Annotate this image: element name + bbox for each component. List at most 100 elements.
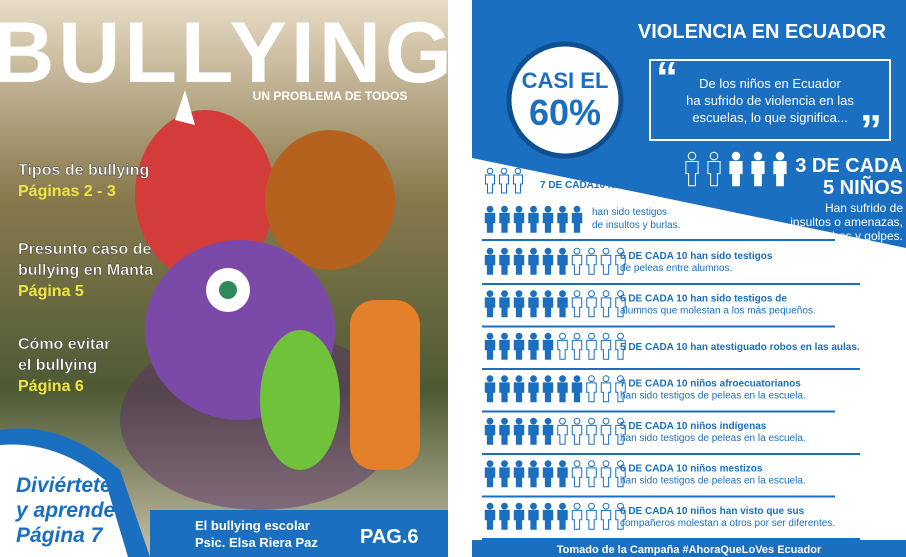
figure-head xyxy=(516,248,522,254)
row-text: 6 DE CADA 10 niños han visto que sus xyxy=(620,506,805,517)
highlight-heading: 3 DE CADA xyxy=(795,155,903,177)
figure-head xyxy=(545,248,551,254)
figure-head xyxy=(560,376,566,382)
row-text: han sido testigos xyxy=(592,207,667,218)
figure-head xyxy=(502,418,508,424)
highlight-text: insultos o amenazas, xyxy=(790,215,903,229)
figure-head xyxy=(502,333,508,339)
figure-head xyxy=(487,376,493,382)
figure-head xyxy=(560,206,566,212)
figure-head xyxy=(516,333,522,339)
figure-head xyxy=(487,418,493,424)
figure-head xyxy=(545,503,551,509)
figure-head xyxy=(531,333,537,339)
info-title: VIOLENCIA EN ECUADOR xyxy=(638,21,887,43)
badge-line: CASI EL xyxy=(522,68,609,93)
figure-head xyxy=(516,461,522,467)
figure-head xyxy=(732,152,740,160)
cover: BULLYING UN PROBLEMA DE TODOS Tipos de b… xyxy=(0,0,456,557)
figure-head xyxy=(516,418,522,424)
row-text: compañeros molestan a otros por ser dife… xyxy=(620,518,835,529)
figure-head xyxy=(545,291,551,297)
row-text: han sido testigos de peleas en la escuel… xyxy=(620,433,806,444)
figure-head xyxy=(487,206,493,212)
orange-monster xyxy=(350,300,420,470)
figure-head xyxy=(502,376,508,382)
figure-head xyxy=(560,503,566,509)
figure-head xyxy=(487,291,493,297)
brown-monster xyxy=(265,130,395,270)
figure-head xyxy=(776,152,784,160)
figure-head xyxy=(502,503,508,509)
item-page: Páginas 2 - 3 xyxy=(18,183,116,200)
row-text: de peleas entre alumnos. xyxy=(620,263,732,274)
quote-line: De los niños en Ecuador xyxy=(699,76,841,91)
figure-head xyxy=(545,376,551,382)
figure-head xyxy=(516,503,522,509)
highlight-text: Han sufrido de xyxy=(825,201,903,215)
pupil xyxy=(219,281,237,299)
figure-head xyxy=(545,418,551,424)
figure-head xyxy=(545,333,551,339)
figure-head xyxy=(531,461,537,467)
figure-head xyxy=(574,376,580,382)
item-title: bullying en Manta xyxy=(18,262,153,279)
highlight-heading: 5 NIÑOS xyxy=(823,176,903,199)
item-title: Presunto caso de xyxy=(18,241,151,258)
figure-head xyxy=(531,503,537,509)
cover-title: BULLYING xyxy=(0,5,456,101)
figure-head xyxy=(545,206,551,212)
quote-mark: “ xyxy=(656,53,678,102)
figure-head xyxy=(516,206,522,212)
quote-line: escuelas, lo que significa... xyxy=(692,110,847,125)
quote-line: ha sufrido de violencia en las xyxy=(686,93,854,108)
item-title: Tipos de bullying xyxy=(18,162,149,179)
row-text: 7 DE CADA10 NIÑOS xyxy=(540,178,640,191)
feature-line: Psic. Elsa Riera Paz xyxy=(195,535,318,550)
infographic: VIOLENCIA EN ECUADOR CASI EL 60% “ ” De … xyxy=(472,0,906,557)
row-text: de insultos y burlas. xyxy=(592,220,680,231)
figure-head xyxy=(531,418,537,424)
feature-page: PAG.6 xyxy=(360,526,419,548)
quote: De los niños en Ecuador ha sufrido de vio… xyxy=(686,76,854,125)
source: Tomado de la Campaña #AhoraQueLoVes Ecua… xyxy=(557,544,822,556)
figure-head xyxy=(754,152,762,160)
figure-head xyxy=(531,376,537,382)
row-text: 6 DE CADA 10 han sido testigos de xyxy=(620,294,787,305)
cover-subtitle: UN PROBLEMA DE TODOS xyxy=(253,89,408,103)
figure-head xyxy=(531,248,537,254)
item-title: el bullying xyxy=(18,357,97,374)
figure-head xyxy=(502,461,508,467)
figure-head xyxy=(487,461,493,467)
figure-head xyxy=(502,291,508,297)
promo-line: y aprende xyxy=(15,499,116,522)
row-text: 5 DE CADA 10 niños indígenas xyxy=(620,421,767,432)
green-monster xyxy=(260,330,340,470)
item-page: Página 5 xyxy=(18,283,84,300)
row-text: 7 DE CADA 10 niños afroecuatorianos xyxy=(620,379,801,390)
figure-head xyxy=(560,461,566,467)
figure-head xyxy=(531,206,537,212)
figure-head xyxy=(487,248,493,254)
badge-value: 60% xyxy=(529,92,601,133)
row-text: 6 DE CADA 10 han sido testigos xyxy=(620,251,773,262)
canvas: BULLYING UN PROBLEMA DE TODOS Tipos de b… xyxy=(0,0,906,557)
figure-head xyxy=(502,206,508,212)
row-text: 6 DE CADA 10 niños mestizos xyxy=(620,464,763,475)
row-text: 5 DE CADA 10 han atestiguado robos en la… xyxy=(620,342,860,353)
item-title: Cómo evitar xyxy=(18,336,110,353)
row-text: alumnos que molestan a los más pequeños. xyxy=(620,306,816,317)
item-page: Página 6 xyxy=(18,378,84,395)
page: BULLYING UN PROBLEMA DE TODOS Tipos de b… xyxy=(0,0,906,557)
figure-head xyxy=(531,291,537,297)
figure-head xyxy=(574,206,580,212)
figure-head xyxy=(487,333,493,339)
row-text: han sido testigos de peleas en la escuel… xyxy=(620,391,806,402)
figure-head xyxy=(516,291,522,297)
row-text: han sido testigos de peleas en la escuel… xyxy=(620,476,806,487)
figure-head xyxy=(502,248,508,254)
quote-mark: ” xyxy=(860,106,882,155)
figure-head xyxy=(545,461,551,467)
figure-head xyxy=(487,503,493,509)
